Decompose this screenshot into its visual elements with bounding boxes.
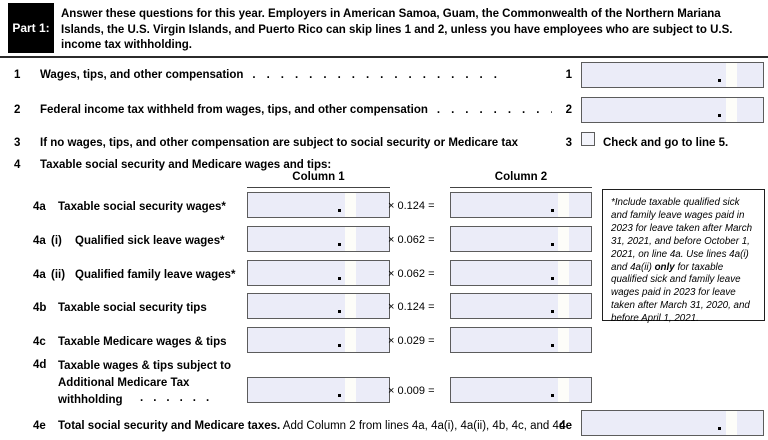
column2-header: Column 2 — [450, 171, 592, 188]
decimal-point — [718, 114, 721, 117]
row-4ai-col2-field[interactable] — [450, 226, 592, 252]
row-4a-col2-field[interactable] — [450, 192, 592, 218]
line4e-label-rest: Add Column 2 from lines 4a, 4a(i), 4a(ii… — [280, 420, 566, 432]
line3-label: If no wages, tips, and other compensatio… — [40, 137, 519, 149]
row-4d-col1-field[interactable] — [247, 377, 390, 403]
line3-checkbox-label: Check and go to line 5. — [603, 137, 729, 149]
row-4ai-label: Qualified sick leave wages* — [75, 235, 225, 247]
row-4aii-sub-number: (ii) — [51, 269, 66, 281]
line4-label: Taxable social security and Medicare wag… — [40, 159, 332, 171]
line4e-amount-field[interactable] — [581, 410, 764, 436]
decimal-point — [338, 277, 341, 280]
row-4d-col2-field[interactable] — [450, 377, 592, 403]
decimal-point — [551, 394, 554, 397]
row-4c-number: 4c — [33, 336, 46, 348]
line4e-label-bold: Total social security and Medicare taxes… — [58, 420, 281, 432]
cents-strip — [558, 227, 569, 251]
row-4d-label: Taxable wages & tips subject to Addition… — [58, 360, 231, 406]
decimal-point — [338, 344, 341, 347]
decimal-point — [338, 310, 341, 313]
line4-number: 4 — [14, 159, 21, 171]
decimal-point — [338, 394, 341, 397]
decimal-point — [551, 243, 554, 246]
row-4aii-multiplier: × 0.062 = — [388, 268, 435, 280]
cents-strip — [726, 411, 737, 435]
line2-label: Federal income tax withheld from wages, … — [40, 104, 428, 116]
row-4b-col1-field[interactable] — [247, 293, 390, 319]
line3-checkbox[interactable] — [581, 132, 595, 146]
part1-tag: Part 1: — [8, 3, 54, 53]
cents-strip — [345, 227, 356, 251]
row-4ai-col1-field[interactable] — [247, 226, 390, 252]
line4e-box-number: 4e — [559, 420, 572, 432]
decimal-point — [718, 427, 721, 430]
cents-strip — [558, 378, 569, 402]
row-4aii-col2-field[interactable] — [450, 260, 592, 286]
decimal-point — [718, 79, 721, 82]
line1-amount-field[interactable] — [581, 62, 764, 88]
cents-strip — [726, 98, 737, 122]
row-4b-label: Taxable social security tips — [58, 302, 207, 314]
line1-dot-leaders: .................. — [252, 69, 508, 81]
row-4d-multiplier: × 0.009 = — [388, 385, 435, 397]
decimal-point — [551, 310, 554, 313]
footnote-text-bold: only — [654, 261, 675, 273]
line2-box-number: 2 — [565, 104, 572, 116]
row-4a-label: Taxable social security wages* — [58, 201, 226, 213]
row-4c-label: Taxable Medicare wages & tips — [58, 336, 227, 348]
cents-strip — [558, 261, 569, 285]
line3-number: 3 — [14, 137, 21, 149]
row-4aii-label: Qualified family leave wages* — [75, 269, 236, 281]
line2-number: 2 — [14, 104, 21, 116]
line4e-number: 4e — [33, 420, 46, 432]
line2-amount-field[interactable] — [581, 97, 764, 123]
cents-strip — [558, 294, 569, 318]
column1-header: Column 1 — [247, 171, 390, 188]
row-4d-number: 4d — [33, 359, 47, 371]
row-4c-multiplier: × 0.029 = — [388, 335, 435, 347]
cents-strip — [345, 328, 356, 352]
row-4ai-sub-number: (i) — [51, 235, 62, 247]
line1-box-number: 1 — [565, 69, 572, 81]
decimal-point — [551, 209, 554, 212]
decimal-point — [338, 209, 341, 212]
part1-instructions: Answer these questions for this year. Em… — [61, 8, 733, 51]
cents-strip — [345, 294, 356, 318]
header-divider — [0, 56, 768, 58]
row-4b-number: 4b — [33, 302, 47, 314]
row-4ai-number: 4a — [33, 235, 46, 247]
line3-box-number: 3 — [565, 137, 572, 149]
row-4a-multiplier: × 0.124 = — [388, 200, 435, 212]
cents-strip — [345, 261, 356, 285]
row-4b-col2-field[interactable] — [450, 293, 592, 319]
row-4ai-multiplier: × 0.062 = — [388, 234, 435, 246]
footnote-text-post: for taxable qualified sick and family le… — [611, 261, 750, 325]
row-4a-col1-field[interactable] — [247, 192, 390, 218]
row-4a-number: 4a — [33, 201, 46, 213]
row-4b-multiplier: × 0.124 = — [388, 301, 435, 313]
row-4d-dot-leaders: ...... — [140, 392, 220, 404]
line2-row: Federal income tax withheld from wages, … — [40, 104, 552, 117]
decimal-point — [551, 344, 554, 347]
cents-strip — [558, 193, 569, 217]
row-4c-col1-field[interactable] — [247, 327, 390, 353]
cents-strip — [345, 378, 356, 402]
line4e-label: Total social security and Medicare taxes… — [58, 420, 565, 433]
decimal-point — [551, 277, 554, 280]
line1-row: Wages, tips, and other compensation ....… — [40, 69, 552, 82]
line1-number: 1 — [14, 69, 21, 81]
row-4aii-number: 4a — [33, 269, 46, 281]
cents-strip — [558, 328, 569, 352]
line2-dot-leaders: .......... — [436, 104, 552, 116]
cents-strip — [345, 193, 356, 217]
cents-strip — [726, 63, 737, 87]
row-4c-col2-field[interactable] — [450, 327, 592, 353]
sick-family-leave-footnote: *Include taxable qualified sick and fami… — [602, 189, 765, 324]
decimal-point — [338, 243, 341, 246]
row-4aii-col1-field[interactable] — [247, 260, 390, 286]
line1-label: Wages, tips, and other compensation — [40, 69, 244, 81]
footnote-text-pre: *Include taxable qualified sick and fami… — [611, 197, 753, 273]
